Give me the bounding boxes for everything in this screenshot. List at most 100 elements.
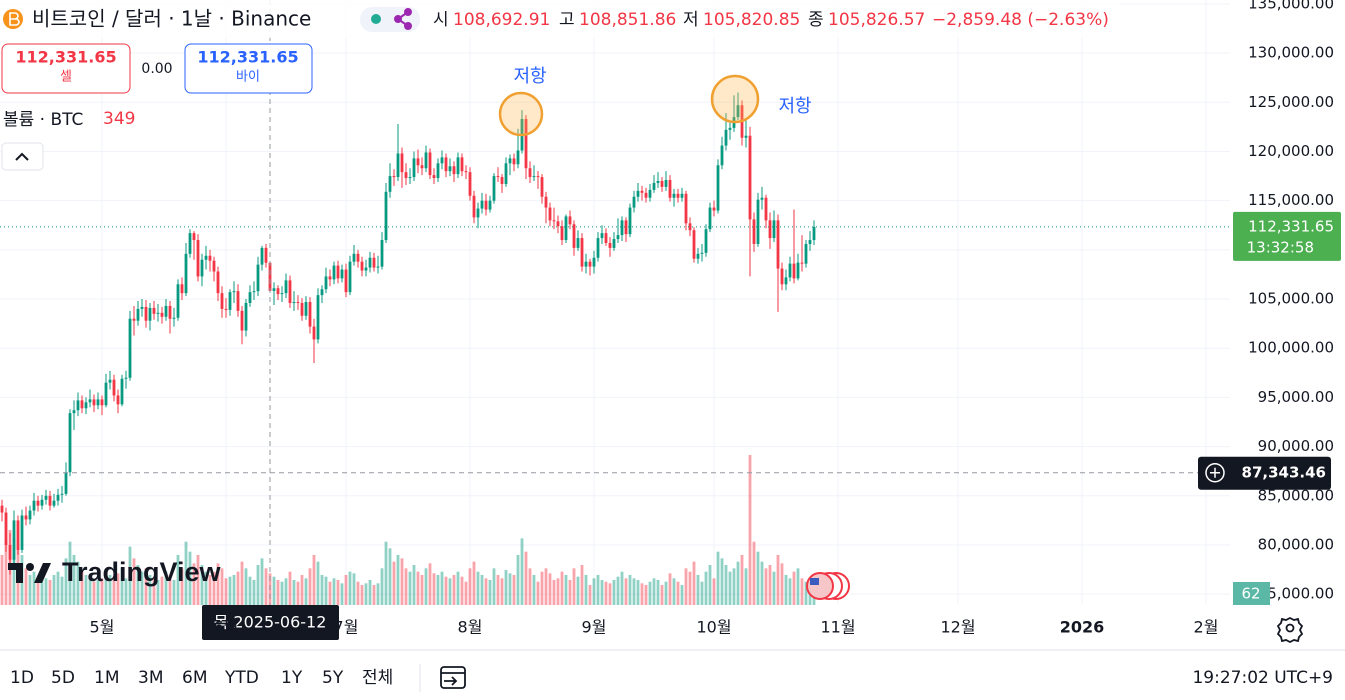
candle-body (488, 200, 492, 210)
volume-bar (744, 568, 748, 605)
volume-bar (116, 573, 120, 605)
candle-body (276, 288, 280, 295)
candle-body (484, 200, 488, 210)
candle-body (536, 176, 540, 178)
buy-button[interactable] (184, 43, 313, 94)
candle-body (416, 158, 420, 166)
volume-bar (548, 573, 552, 605)
volume-bar (368, 580, 372, 605)
volume-bar (0, 555, 4, 605)
range-button[interactable]: 3M (138, 668, 163, 688)
coin-icon-glyph (9, 12, 20, 26)
candle-body (280, 293, 284, 295)
volume-bar (636, 580, 640, 605)
range-button[interactable]: 6M (182, 668, 207, 688)
volume-bar (624, 578, 628, 605)
volume-bar (48, 580, 52, 605)
volume-bar (404, 568, 408, 605)
annotation-text[interactable]: 저항 (778, 96, 811, 117)
volume-bar (348, 571, 352, 605)
candle-body (596, 238, 600, 258)
volume-bar (352, 573, 356, 605)
range-button[interactable]: 5Y (322, 668, 344, 688)
settings-icon[interactable] (1276, 616, 1304, 644)
ohlc-value: 105,826.57 (828, 10, 925, 30)
candle-body (396, 153, 400, 178)
ohlc-value: 105,820.85 (703, 10, 800, 30)
volume-bar (504, 570, 508, 605)
candle-body (540, 177, 544, 197)
range-button[interactable]: 1D (10, 668, 34, 688)
volume-bar (712, 578, 716, 605)
volume-bar (632, 578, 636, 605)
annotation-circle[interactable] (710, 74, 760, 124)
candle-body (752, 219, 756, 244)
sell-price[interactable]: 112,331.65 (15, 48, 116, 67)
volume-bar (84, 575, 88, 605)
sell-button[interactable] (1, 43, 131, 94)
range-button[interactable]: 1Y (281, 668, 303, 688)
candle-body (728, 127, 732, 130)
volume-bar (656, 580, 660, 605)
volume-bar (264, 568, 268, 605)
candle-body (504, 163, 508, 184)
volume-bar (100, 578, 104, 605)
candle-body (120, 378, 124, 405)
volume-bar (36, 576, 40, 605)
candle-body (260, 247, 264, 265)
candle-body (424, 152, 428, 169)
ohlc-label: 시 (433, 10, 449, 30)
collapse-button[interactable] (1, 142, 44, 171)
range-button[interactable]: 5D (51, 668, 75, 688)
volume-bar (112, 576, 116, 605)
candle-body (656, 181, 660, 183)
candle-body (204, 255, 208, 260)
candle-body (516, 150, 520, 165)
candle-body (788, 263, 792, 278)
candle-body (760, 197, 764, 200)
add-alert-icon[interactable] (1205, 463, 1225, 483)
candle-body (372, 257, 376, 268)
buy-label[interactable]: 바이 (236, 70, 260, 85)
volume-bar (380, 568, 384, 605)
candle-body (608, 242, 612, 248)
volume-bar (28, 575, 32, 605)
candle-body (4, 512, 8, 545)
volume-bar (472, 561, 476, 605)
volume-bar (180, 568, 184, 605)
candle-body (680, 193, 684, 198)
volume-bar (508, 573, 512, 605)
range-button[interactable]: YTD (224, 668, 259, 688)
candle-body (384, 191, 388, 241)
candle-body (496, 176, 500, 178)
clock[interactable]: 19:27:02 UTC+9 (1192, 668, 1333, 688)
volume-bar (452, 575, 456, 605)
annotation-circle[interactable] (498, 91, 544, 137)
candle-body (240, 310, 244, 331)
volume-legend-label[interactable]: 볼륨 · BTC (3, 110, 83, 130)
volume-bar (160, 576, 164, 605)
volume-bar (688, 571, 692, 605)
calendar-icon[interactable] (440, 666, 466, 689)
candle-body (632, 196, 636, 208)
sell-label[interactable]: 셀 (60, 70, 72, 85)
candle-body (796, 262, 800, 279)
symbol-title[interactable]: 비트코인 / 달러 · 1날 · Binance (32, 7, 311, 31)
range-button[interactable]: 1M (94, 668, 119, 688)
volume-bar (608, 583, 612, 605)
candle-body (636, 190, 640, 197)
event-flags[interactable] (806, 572, 850, 600)
last-price-box (1233, 211, 1341, 261)
candle-body (136, 308, 140, 321)
range-button[interactable]: 전체 (362, 668, 393, 688)
buy-price[interactable]: 112,331.65 (197, 48, 298, 67)
candle-body (324, 276, 328, 290)
volume-bar (768, 565, 772, 605)
volume-bar (168, 575, 172, 605)
annotation-text[interactable]: 저항 (513, 66, 546, 87)
x-tick-label: 7월 (334, 618, 359, 637)
candle-body (584, 261, 588, 267)
y-tick-label: 100,000.00 (1248, 339, 1334, 357)
candle-body (88, 399, 92, 403)
